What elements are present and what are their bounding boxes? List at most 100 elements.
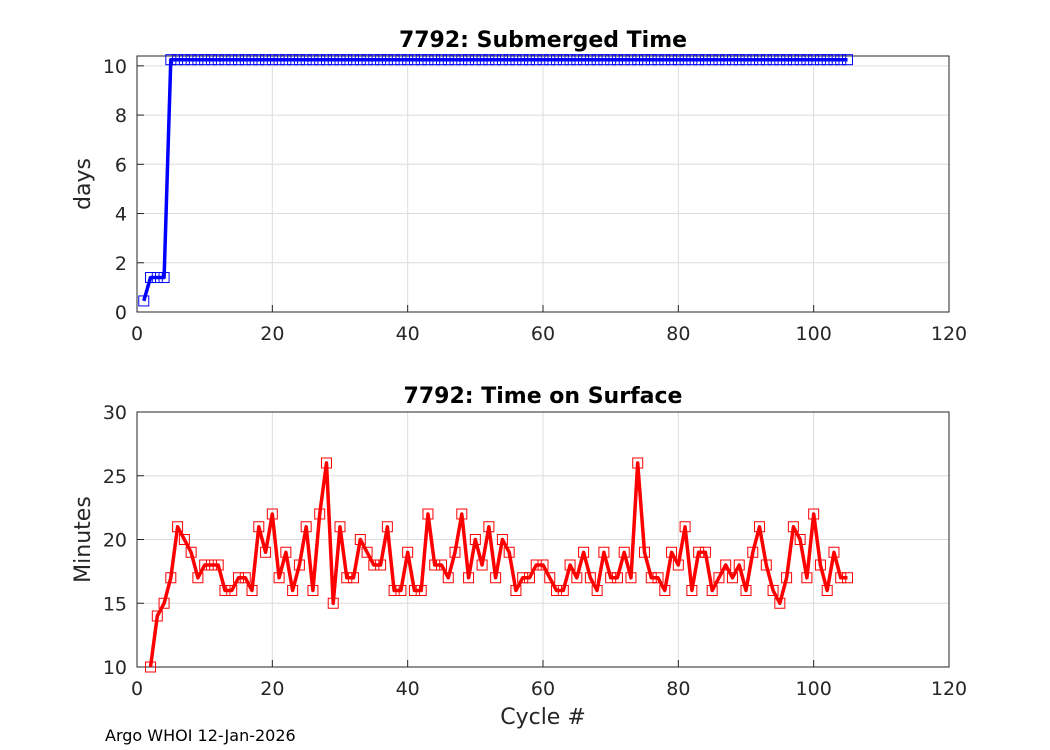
submerged-point-marker	[354, 54, 366, 66]
surface-point-marker	[794, 534, 806, 545]
submerged-point-marker	[814, 54, 826, 66]
submerged-point-marker	[388, 54, 400, 66]
submerged-point-marker	[510, 54, 522, 66]
surface-point-marker	[300, 521, 312, 533]
surface-point-marker	[747, 546, 759, 558]
surface-point-marker	[205, 559, 217, 571]
surface-point-marker	[551, 585, 563, 596]
submerged-point-marker	[666, 54, 678, 66]
surface-point-marker	[537, 559, 549, 571]
surface-point-marker	[523, 572, 535, 584]
submerged-ytick-label: 6	[115, 154, 127, 176]
surface-point-marker	[314, 508, 326, 520]
submerged-point-marker	[591, 54, 603, 66]
surface-point-marker	[693, 546, 705, 558]
surface-xtick-label: 20	[260, 678, 284, 700]
submerged-point-marker	[442, 54, 454, 66]
surface-point-marker	[835, 572, 847, 584]
surface-point-marker	[787, 521, 799, 533]
submerged-point-marker	[754, 54, 766, 66]
submerged-point-marker	[551, 54, 563, 66]
submerged-point-marker	[320, 54, 332, 66]
surface-point-marker	[652, 572, 664, 584]
submerged-point-marker	[557, 54, 569, 66]
surface-point-marker	[490, 572, 502, 584]
surface-point-marker	[395, 585, 407, 596]
surface-point-marker	[632, 457, 644, 469]
submerged-point-marker	[537, 54, 549, 66]
surface-point-marker	[591, 585, 603, 596]
surface-point-marker	[415, 585, 427, 596]
submerged-time-ylabel: days	[71, 158, 96, 210]
submerged-ytick-label: 0	[115, 302, 127, 324]
surface-point-marker	[733, 559, 745, 571]
surface-point-marker	[666, 546, 678, 558]
surface-point-marker	[266, 508, 278, 520]
surface-point-marker	[720, 559, 732, 571]
submerged-point-marker	[192, 54, 204, 66]
surface-point-marker	[178, 534, 190, 545]
submerged-point-marker	[611, 54, 623, 66]
submerged-point-marker	[699, 54, 711, 66]
surface-ytick-label: 20	[103, 530, 127, 552]
surface-point-marker	[260, 546, 272, 558]
surface-point-marker	[212, 559, 224, 571]
submerged-xtick-label: 120	[931, 323, 967, 345]
surface-point-marker	[449, 546, 461, 558]
submerged-point-marker	[767, 54, 779, 66]
surface-point-marker	[233, 572, 244, 584]
surface-point-marker	[557, 585, 569, 596]
surface-point-marker	[760, 559, 772, 571]
submerged-point-marker	[659, 54, 671, 66]
submerged-time-title: 7792: Submerged Time	[399, 28, 687, 53]
surface-point-marker	[706, 585, 718, 596]
submerged-point-marker	[469, 54, 481, 66]
surface-point-marker	[273, 572, 285, 584]
surface-point-marker	[199, 559, 211, 571]
submerged-point-marker	[266, 54, 278, 66]
submerged-xtick-label: 40	[396, 323, 420, 345]
submerged-point-marker	[584, 54, 596, 66]
submerged-point-marker	[233, 54, 244, 66]
surface-point-marker	[375, 559, 387, 571]
surface-point-marker	[436, 559, 447, 571]
submerged-point-marker	[246, 54, 258, 66]
submerged-point-marker	[300, 54, 312, 66]
surface-point-marker	[672, 559, 684, 571]
submerged-point-marker	[747, 54, 759, 66]
surface-xtick-label: 40	[396, 678, 420, 700]
submerged-point-marker	[632, 54, 644, 66]
submerged-point-marker	[138, 295, 150, 307]
surface-point-marker	[253, 521, 265, 533]
submerged-point-marker	[178, 54, 190, 66]
surface-point-marker	[361, 546, 373, 558]
surface-point-marker	[639, 546, 650, 558]
submerged-xtick-label: 60	[531, 323, 555, 345]
submerged-point-marker	[408, 54, 420, 66]
submerged-ytick-label: 8	[115, 105, 127, 127]
surface-point-marker	[584, 572, 596, 584]
submerged-point-marker	[253, 54, 265, 66]
submerged-point-marker	[842, 54, 853, 66]
submerged-point-marker	[158, 272, 170, 284]
surface-point-marker	[801, 572, 813, 584]
surface-point-marker	[605, 572, 617, 584]
submerged-point-marker	[151, 272, 163, 284]
surface-point-marker	[158, 597, 170, 609]
submerged-point-marker	[456, 54, 468, 66]
submerged-point-marker	[605, 54, 617, 66]
submerged-point-marker	[652, 54, 664, 66]
surface-xtick-label: 60	[531, 678, 555, 700]
surface-point-marker	[429, 559, 441, 571]
submerged-point-marker	[645, 54, 657, 66]
submerged-point-marker	[463, 54, 475, 66]
submerged-point-marker	[449, 54, 461, 66]
submerged-point-marker	[402, 54, 414, 66]
surface-point-marker	[625, 572, 637, 584]
surface-ytick-label: 30	[103, 402, 127, 424]
surface-point-marker	[219, 585, 231, 596]
surface-point-marker	[334, 521, 346, 533]
submerged-point-marker	[760, 54, 772, 66]
submerged-point-marker	[260, 54, 272, 66]
surface-xtick-label: 120	[931, 678, 967, 700]
